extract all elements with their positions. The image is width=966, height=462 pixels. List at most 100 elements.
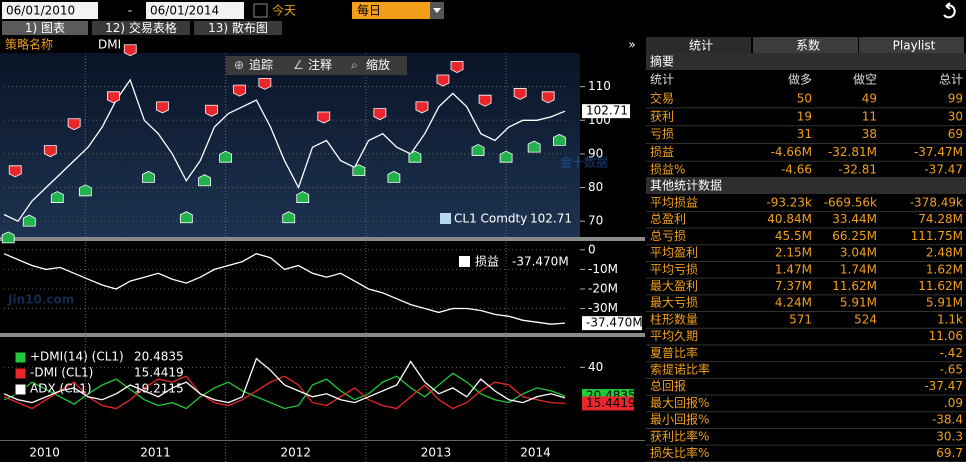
row-label: 总回报	[650, 378, 686, 393]
watermark: Jin10.com	[7, 293, 74, 307]
tab-label[interactable]: 12) 交易表格	[105, 20, 177, 35]
section-title: 摘要	[650, 54, 674, 69]
short-entry-marker	[317, 111, 331, 124]
legend-value: 15.4419	[134, 366, 184, 380]
cell-value: 38	[862, 127, 877, 141]
cell-value: 3.04M	[840, 246, 877, 260]
legend-label: CL1 Comdty	[454, 212, 527, 226]
cell-value: 11.06	[929, 329, 963, 343]
stats-tab-label[interactable]: 统计	[689, 39, 713, 53]
long-entry-marker	[219, 150, 232, 163]
row-label: 获利	[650, 109, 674, 123]
cell-value: -.42	[940, 346, 963, 360]
end-date-field[interactable]	[146, 2, 244, 19]
legend-swatch	[459, 256, 470, 267]
cell-value: 5.91M	[926, 296, 963, 310]
stats-tab[interactable]	[753, 37, 858, 54]
legend-swatch	[440, 213, 451, 224]
short-entry-marker	[156, 101, 169, 114]
row-label: 损益%	[650, 163, 685, 177]
section-header	[646, 177, 966, 194]
short-entry-marker	[43, 145, 57, 158]
cell-value: 30.3	[936, 429, 963, 443]
refresh-icon[interactable]	[943, 2, 956, 19]
stats-tab-label[interactable]: Playlist	[893, 39, 936, 53]
cell-value: -32.81M	[828, 145, 877, 159]
panel-divider	[0, 237, 645, 241]
row-label: 最大回报%	[650, 395, 709, 410]
start-date-field[interactable]	[2, 2, 98, 19]
frequency-dropdown[interactable]	[352, 2, 444, 19]
legend-swatch	[14, 367, 27, 380]
section-title: 其他统计数据	[650, 178, 722, 193]
series-line	[3, 357, 566, 404]
cell-value: -37.47	[924, 379, 963, 393]
stats-panel	[645, 36, 966, 462]
cell-value: 99	[948, 92, 963, 106]
short-entry-marker	[123, 44, 137, 57]
long-entry-marker	[408, 150, 422, 163]
chart-toolbar	[226, 56, 407, 75]
long-entry-marker	[296, 191, 310, 203]
tab[interactable]	[92, 21, 190, 35]
cell-value: 31	[797, 127, 812, 141]
cell-value: 5.91M	[840, 296, 877, 310]
cell-value: 1.62M	[926, 262, 963, 276]
y-tick-label: 90	[588, 146, 603, 160]
row-label: 损益	[650, 145, 674, 159]
column-header: 做多	[788, 72, 812, 87]
stats-tab-label[interactable]: 系数	[796, 38, 820, 53]
today-label[interactable]: 今天	[272, 3, 296, 18]
end-date[interactable]: 06/01/2014	[150, 4, 219, 18]
dropdown-arrow	[433, 8, 441, 13]
row-label: 索提诺比率	[650, 362, 710, 377]
y-tick-label: -20M	[588, 281, 618, 295]
tab-label[interactable]: 1) 图表	[25, 21, 65, 35]
short-entry-marker	[8, 165, 22, 178]
row-label: 最大盈利	[650, 279, 698, 293]
column-header: 做空	[853, 72, 877, 87]
row-label: 总亏损	[650, 229, 686, 243]
frequency[interactable]: 每日	[357, 3, 381, 18]
cell-value: 11.62M	[918, 279, 963, 293]
tab[interactable]	[194, 21, 282, 35]
x-tick-label: 2014	[520, 446, 551, 460]
legend-value: 19.2115	[134, 382, 184, 396]
tool-icon[interactable]: ⌕	[351, 58, 358, 72]
short-entry-marker	[478, 94, 492, 107]
collapse-button[interactable]: »	[628, 38, 635, 52]
row-label: 平均盈利	[650, 246, 698, 260]
cell-value: 524	[854, 312, 877, 326]
long-entry-marker	[471, 144, 485, 156]
short-entry-marker	[373, 108, 387, 121]
long-entry-marker	[142, 170, 155, 183]
stats-tab[interactable]	[859, 37, 964, 54]
row-label: 获利比率%	[650, 428, 709, 443]
cell-value: -93.23k	[766, 196, 812, 210]
tool-label[interactable]: 追踪	[249, 57, 273, 72]
cell-value: 33.44M	[832, 212, 877, 226]
short-entry-marker	[67, 118, 81, 131]
legend-value: 102.71	[530, 212, 572, 226]
short-entry-marker	[450, 61, 464, 73]
row-label: 夏普比率	[650, 345, 698, 360]
tab[interactable]	[2, 21, 88, 35]
tool-label[interactable]: 缩放	[366, 57, 390, 72]
series-line	[3, 375, 566, 410]
y-tick-label: 0	[588, 242, 596, 256]
tab-label[interactable]: 13) 散布图	[208, 20, 268, 35]
tool-icon[interactable]: ∠	[293, 58, 304, 72]
row-label: 平均亏损	[650, 262, 698, 276]
y-tick-label: 40	[588, 360, 603, 374]
cell-value: -38.4	[932, 413, 963, 427]
tool-icon[interactable]: ⊕	[234, 58, 244, 72]
y-tick-label: 80	[588, 180, 603, 194]
cell-value: 1.1k	[937, 312, 963, 326]
start-date[interactable]: 06/01/2010	[6, 4, 75, 18]
stats-tab[interactable]	[646, 37, 751, 54]
cell-value: .09	[944, 396, 963, 410]
today-checkbox[interactable]	[253, 3, 268, 18]
cell-value: 69.7	[936, 446, 963, 460]
tool-label[interactable]: 注释	[308, 57, 332, 72]
cell-value: 45.5M	[775, 229, 812, 243]
